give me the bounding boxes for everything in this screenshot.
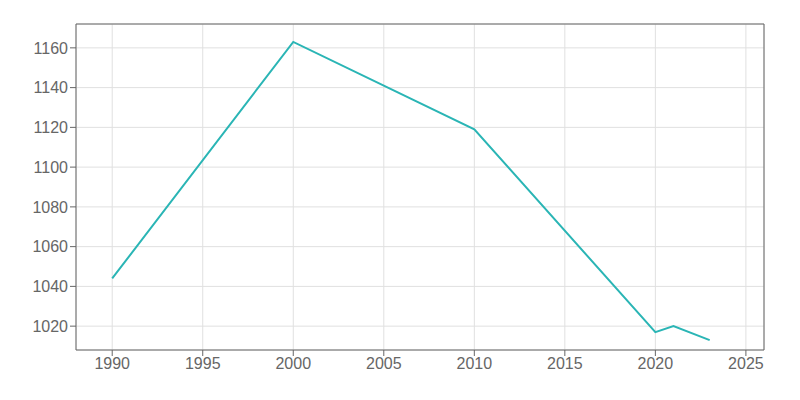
svg-text:2015: 2015 — [547, 355, 583, 372]
svg-text:1020: 1020 — [32, 318, 68, 335]
svg-text:1040: 1040 — [32, 278, 68, 295]
svg-text:2005: 2005 — [366, 355, 402, 372]
svg-text:1990: 1990 — [94, 355, 130, 372]
svg-text:1120: 1120 — [34, 119, 69, 136]
svg-text:1995: 1995 — [185, 355, 221, 372]
svg-text:2000: 2000 — [275, 355, 311, 372]
svg-text:2020: 2020 — [638, 355, 674, 372]
svg-text:1060: 1060 — [32, 238, 68, 255]
svg-text:2010: 2010 — [457, 355, 493, 372]
svg-text:1160: 1160 — [34, 40, 69, 57]
svg-text:1080: 1080 — [32, 199, 68, 216]
svg-text:1100: 1100 — [34, 159, 69, 176]
svg-text:1140: 1140 — [34, 79, 69, 96]
svg-text:2025: 2025 — [728, 355, 764, 372]
